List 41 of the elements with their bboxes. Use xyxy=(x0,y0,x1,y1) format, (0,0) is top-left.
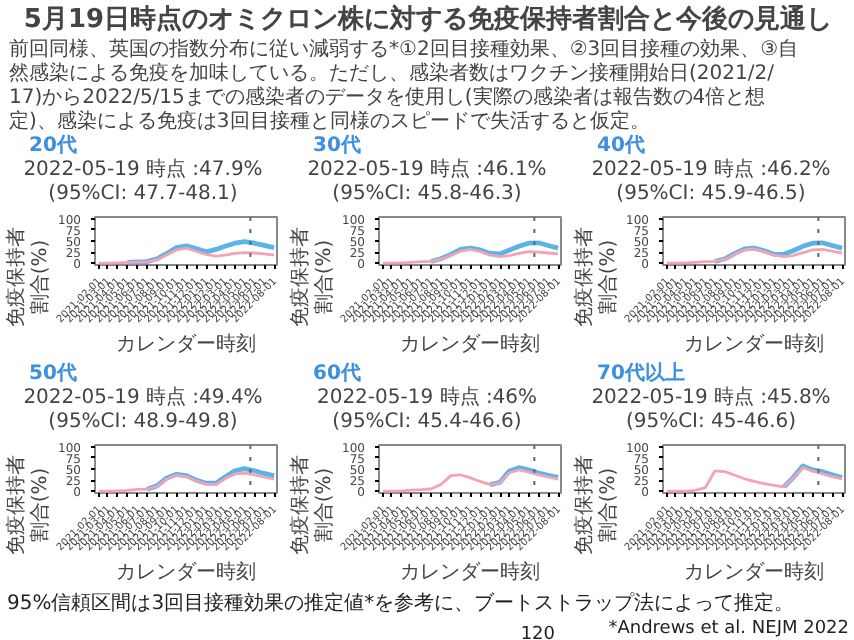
chart-subtitle: 2022-05-19 時点 :47.9% (95%CI: 47.7-48.1) xyxy=(23,157,263,205)
line-series xyxy=(97,246,276,265)
chart-title: 40代 xyxy=(597,133,645,157)
text: 95%信頼区間は3回目接種効果の推定値*を参考に、ブートストラップ法によって推定。 xyxy=(7,591,795,615)
text: *Andrews et al. NEJM 2022 xyxy=(608,619,850,639)
y-axis-title: 免疫保持者割合(%) xyxy=(4,227,52,327)
chart-title: 60代 xyxy=(313,361,361,385)
x-axis-title: カレンダー時刻 xyxy=(400,559,540,584)
chart-subtitle: 2022-05-19 時点 :46.2% (95%CI: 45.9-46.5) xyxy=(591,157,831,205)
text: 120 xyxy=(520,625,556,640)
x-axis-title: カレンダー時刻 xyxy=(400,331,540,356)
line-series xyxy=(487,465,561,487)
chart-title: 20代 xyxy=(29,133,77,157)
x-axis-title: カレンダー時刻 xyxy=(684,559,824,584)
y-axis-title: 免疫保持者割合(%) xyxy=(288,455,336,555)
x-axis-title: カレンダー時刻 xyxy=(684,331,824,356)
line-series xyxy=(381,468,560,493)
y-axis-title: 免疫保持者割合(%) xyxy=(572,455,620,555)
line-series xyxy=(97,471,276,493)
line-series xyxy=(781,463,845,490)
line-series xyxy=(125,239,277,265)
chart-subtitle: 2022-05-19 時点 :46% (95%CI: 45.4-46.6) xyxy=(316,385,538,433)
y-axis-title: 免疫保持者割合(%) xyxy=(288,227,336,327)
line-series xyxy=(665,247,844,265)
text: 前回同様、英国の指数分布に従い減弱する*①2回目接種効果、②3回目接種の効果、③自然感染による免疫を加味している。ただし、感染者数はワクチン接種開始日(2021/2/17)から2022/5/15までの感染者のデータを使用し(実際の感染者は報告数の4倍と想定)、感染による免疫は3回目接種と同様のスピードで失活すると仮定。 xyxy=(9,37,799,133)
line-series xyxy=(144,466,277,492)
chart-title: 70代以上 xyxy=(597,361,685,385)
line-series xyxy=(665,466,844,493)
line-series xyxy=(712,240,845,264)
line-series xyxy=(381,248,560,265)
y-axis-title: 免疫保持者割合(%) xyxy=(4,455,52,555)
y-axis-title: 免疫保持者割合(%) xyxy=(572,227,620,327)
x-axis-title: カレンダー時刻 xyxy=(116,331,256,356)
text: 5月19日時点のオミクロン株に対する免疫保持者割合と今後の見通し xyxy=(23,3,833,35)
x-axis-title: カレンダー時刻 xyxy=(116,559,256,584)
chart-subtitle: 2022-05-19 時点 :45.8% (95%CI: 45-46.6) xyxy=(591,385,831,433)
line-series xyxy=(428,240,561,264)
chart-title: 50代 xyxy=(29,361,77,385)
chart-subtitle: 2022-05-19 時点 :49.4% (95%CI: 48.9-49.8) xyxy=(23,385,263,433)
chart-title: 30代 xyxy=(313,133,361,157)
chart-subtitle: 2022-05-19 時点 :46.1% (95%CI: 45.8-46.3) xyxy=(307,157,547,205)
